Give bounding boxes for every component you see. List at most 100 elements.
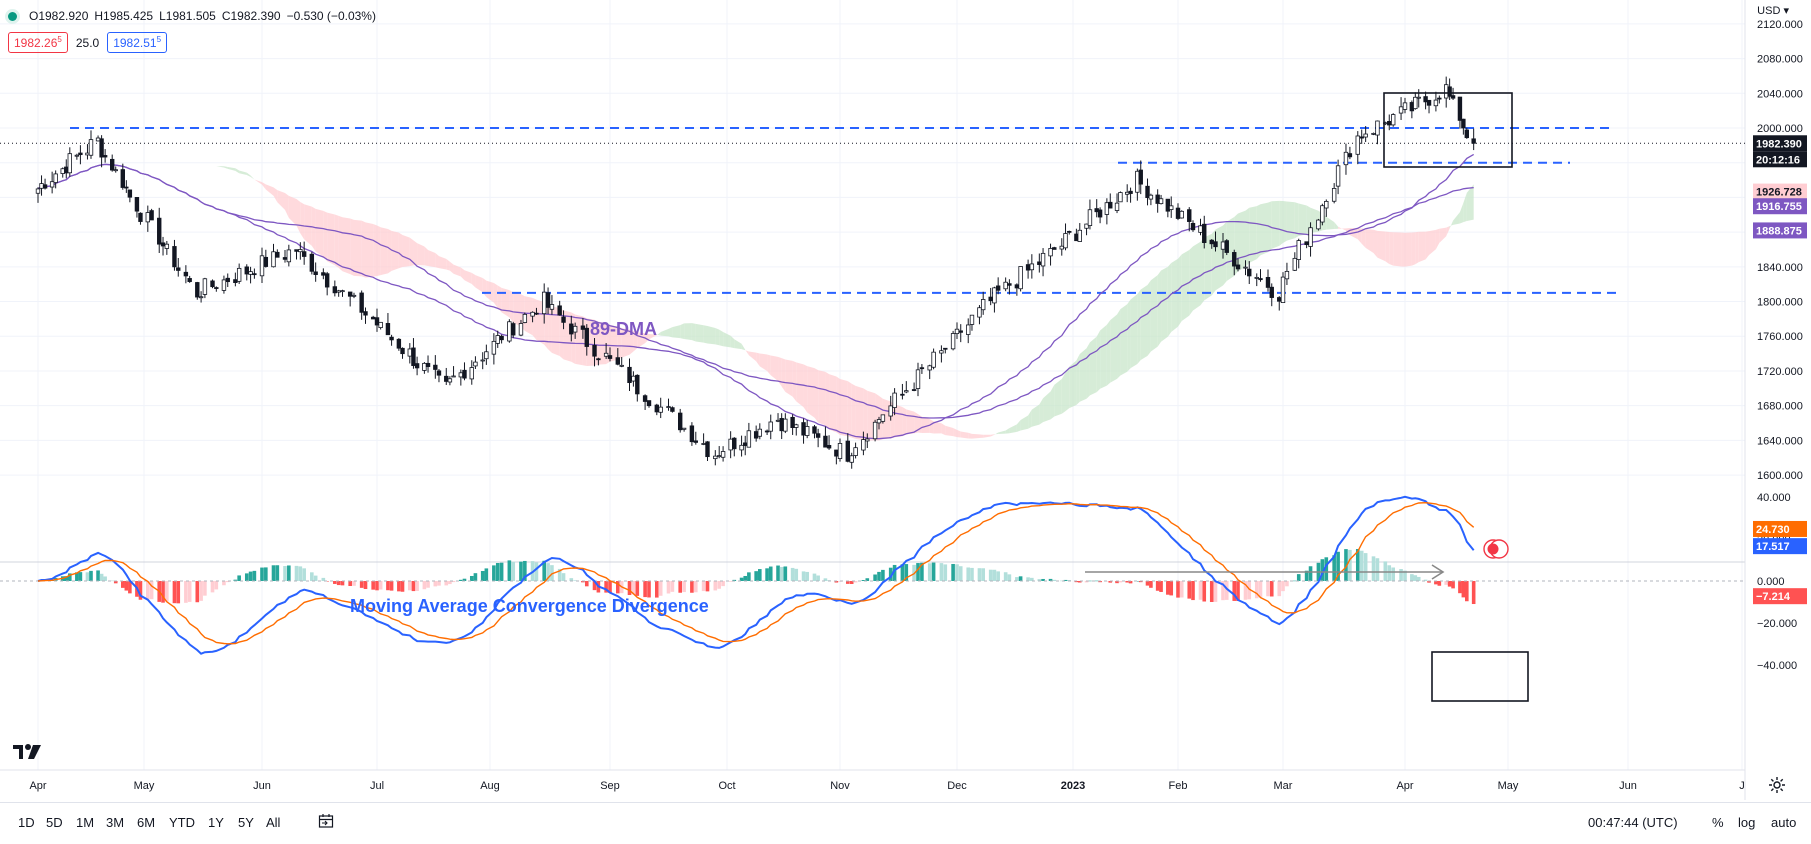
macd-histogram-bar bbox=[165, 581, 169, 602]
cloud-segment bbox=[1110, 314, 1117, 382]
macd-histogram-bar bbox=[706, 581, 710, 591]
chart-canvas[interactable]: 89-DMA Moving Average Convergence Diverg… bbox=[0, 0, 1811, 800]
cloud-segment bbox=[381, 227, 388, 275]
cloud-segment bbox=[657, 332, 661, 336]
cloud-segment bbox=[1412, 232, 1415, 265]
cloud-segment bbox=[1006, 428, 1010, 434]
range-button-1m[interactable]: 1M bbox=[76, 815, 94, 830]
cloud-segment bbox=[1272, 201, 1280, 249]
macd-histogram-bar bbox=[508, 560, 512, 581]
cloud-segment bbox=[575, 314, 583, 365]
candle-body bbox=[706, 442, 710, 457]
cloud-segment bbox=[852, 384, 856, 439]
candle-body bbox=[628, 367, 632, 382]
range-button-6m[interactable]: 6M bbox=[137, 815, 155, 830]
range-button-3m[interactable]: 3M bbox=[106, 815, 124, 830]
cloud-segment bbox=[1100, 325, 1107, 389]
range-button-all[interactable]: All bbox=[266, 815, 280, 830]
candle-body bbox=[408, 349, 412, 356]
macd-histogram-bar bbox=[188, 581, 192, 602]
macd-histogram-bar bbox=[981, 568, 985, 581]
cloud-segment bbox=[734, 339, 741, 349]
candle-body bbox=[1026, 265, 1030, 271]
range-button-ytd[interactable]: YTD bbox=[169, 815, 195, 830]
candle-body bbox=[647, 401, 651, 406]
cloud-segment bbox=[1090, 337, 1097, 396]
macd-histogram-bar bbox=[659, 581, 663, 596]
cloud-segment bbox=[548, 304, 552, 353]
time-tick-label: Mar bbox=[1274, 780, 1293, 792]
time-tick-label: Feb bbox=[1169, 780, 1188, 792]
candle-body bbox=[146, 213, 150, 222]
macd-histogram-bar bbox=[1372, 556, 1376, 581]
calendar-icon[interactable] bbox=[318, 813, 334, 829]
currency-selector[interactable]: USD ▾ bbox=[1757, 4, 1789, 17]
candle-body bbox=[434, 365, 438, 369]
cloud-segment bbox=[1062, 373, 1066, 414]
candle-body bbox=[1078, 230, 1082, 241]
macd-histogram-bar bbox=[397, 581, 401, 591]
log-toggle[interactable]: log bbox=[1738, 815, 1755, 830]
range-button-1d[interactable]: 1D bbox=[18, 815, 35, 830]
cloud-segment bbox=[945, 426, 953, 436]
time-tick-label: Jul bbox=[370, 780, 384, 792]
cloud-segment bbox=[399, 233, 403, 269]
macd-histogram-bar bbox=[341, 581, 345, 585]
macd-histogram-bar bbox=[1451, 581, 1455, 588]
candle-body bbox=[1115, 203, 1119, 210]
candle-body bbox=[1317, 220, 1321, 229]
cloud-segment bbox=[1467, 184, 1474, 221]
cloud-segment bbox=[289, 196, 297, 226]
price-tick-label: 1600.000 bbox=[1757, 470, 1803, 482]
macd-histogram-bar bbox=[287, 565, 291, 581]
candle-body bbox=[531, 312, 535, 316]
cloud-segment bbox=[1087, 342, 1090, 398]
macd-histogram-bar bbox=[1259, 581, 1263, 597]
low-value: L1981.505 bbox=[159, 9, 216, 23]
cloud-segment bbox=[998, 431, 1005, 435]
macd-histogram-bar bbox=[1052, 580, 1056, 581]
cloud-segment bbox=[224, 166, 228, 169]
candle-body bbox=[103, 155, 107, 157]
cloud-segment bbox=[190, 165, 198, 166]
cloud-segment bbox=[174, 170, 178, 172]
cloud-segment bbox=[1032, 405, 1039, 427]
candle-body bbox=[322, 273, 326, 276]
range-button-5y[interactable]: 5Y bbox=[238, 815, 254, 830]
candle-body bbox=[1434, 100, 1438, 106]
candle-body bbox=[1321, 206, 1325, 222]
price-tick-label: 1760.000 bbox=[1757, 331, 1803, 343]
utc-clock[interactable]: 00:47:44 (UTC) bbox=[1588, 815, 1678, 830]
sell-button[interactable]: 1982.265 bbox=[8, 32, 68, 53]
candle-body bbox=[1332, 188, 1336, 201]
macd-histogram-bar bbox=[1348, 550, 1352, 581]
cloud-segment bbox=[300, 202, 304, 239]
macd-histogram-bar bbox=[966, 567, 970, 581]
auto-toggle[interactable]: auto bbox=[1771, 815, 1796, 830]
candle-body bbox=[415, 364, 419, 368]
candle-body bbox=[690, 426, 694, 442]
macd-histogram-bar bbox=[955, 564, 959, 581]
percent-toggle[interactable]: % bbox=[1712, 815, 1724, 830]
gear-icon[interactable] bbox=[1768, 776, 1786, 794]
range-button-5d[interactable]: 5D bbox=[46, 815, 63, 830]
macd-histogram-bar bbox=[1399, 569, 1403, 581]
range-button-1y[interactable]: 1Y bbox=[208, 815, 224, 830]
dma-slow-tag: 1888.875 bbox=[1756, 225, 1802, 237]
cloud-segment bbox=[1131, 294, 1138, 368]
current-price-tag: 1982.390 bbox=[1756, 138, 1802, 150]
ohlc-legend: O1982.920 H1985.425 L1981.505 C1982.390 … bbox=[8, 6, 376, 26]
macd-histogram-bar bbox=[1019, 576, 1023, 581]
macd-histogram-bar bbox=[585, 581, 589, 586]
cloud-segment bbox=[930, 419, 934, 433]
candle-body bbox=[1108, 202, 1112, 208]
buy-price-fraction: 5 bbox=[157, 35, 161, 44]
cloud-segment bbox=[213, 165, 217, 166]
cloud-segment bbox=[1393, 232, 1401, 266]
cloud-segment bbox=[1028, 410, 1032, 429]
candle-body bbox=[314, 272, 318, 275]
buy-button[interactable]: 1982.515 bbox=[107, 32, 167, 53]
macd-histogram-bar bbox=[1159, 581, 1163, 592]
macd-histogram-bar bbox=[1356, 549, 1360, 581]
macd-histogram-bar bbox=[989, 570, 993, 581]
